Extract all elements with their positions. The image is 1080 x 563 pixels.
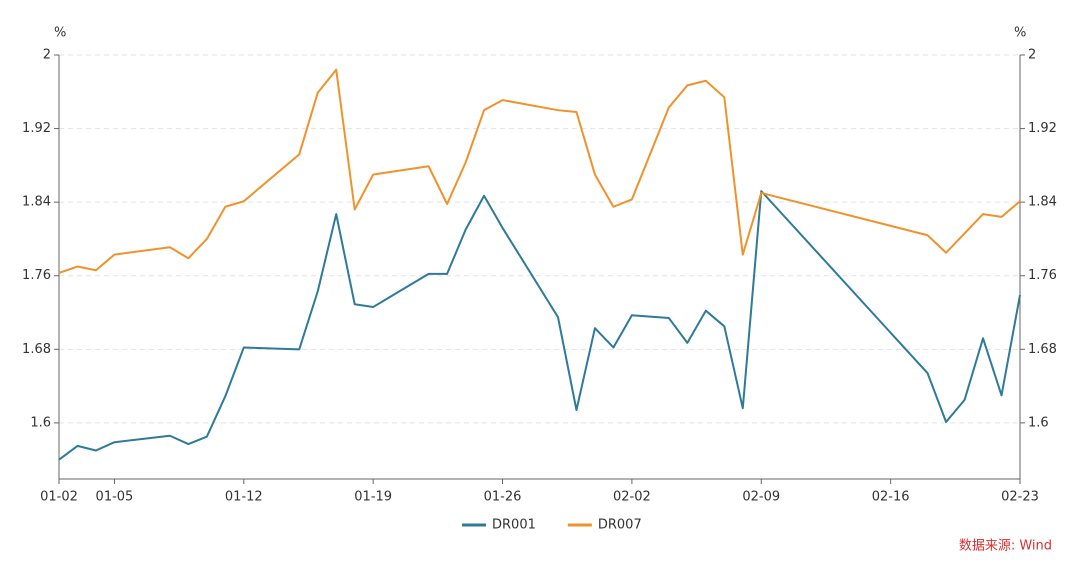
source-note: 数据来源: Wind <box>959 539 1052 554</box>
x-tick-label: 02-02 <box>613 490 651 505</box>
y2-tick-label: 1.84 <box>1028 195 1057 210</box>
y2-tick-label: 1.68 <box>1028 342 1057 357</box>
legend-label: DR001 <box>492 518 536 533</box>
x-tick-label: 02-16 <box>872 490 910 505</box>
line-series <box>58 68 1021 274</box>
y2-tick-label: 1.76 <box>1028 268 1057 283</box>
x-tick-label: 01-26 <box>484 490 522 505</box>
x-tick-label: 02-09 <box>742 490 780 505</box>
y-tick-label: 2 <box>43 48 51 63</box>
x-tick-label: 01-02 <box>40 490 78 505</box>
y-tick-label: 1.92 <box>22 121 51 136</box>
y2-tick-label: 1.92 <box>1028 121 1057 136</box>
y-tick-label: 1.68 <box>22 342 51 357</box>
line-series <box>58 190 1021 461</box>
y-axis-unit: % <box>54 26 66 41</box>
x-tick-label: 01-12 <box>225 490 263 505</box>
x-tick-label: 01-19 <box>354 490 392 505</box>
y2-axis-unit: % <box>1014 26 1026 41</box>
y2-tick-label: 2 <box>1028 48 1036 63</box>
x-tick-label: 02-23 <box>1001 490 1039 505</box>
y-tick-label: 1.76 <box>22 268 51 283</box>
y-tick-label: 1.84 <box>22 195 51 210</box>
y2-tick-label: 1.6 <box>1028 415 1049 430</box>
legend-label: DR007 <box>598 518 642 533</box>
x-tick-label: 01-05 <box>96 490 134 505</box>
y-tick-label: 1.6 <box>30 415 51 430</box>
